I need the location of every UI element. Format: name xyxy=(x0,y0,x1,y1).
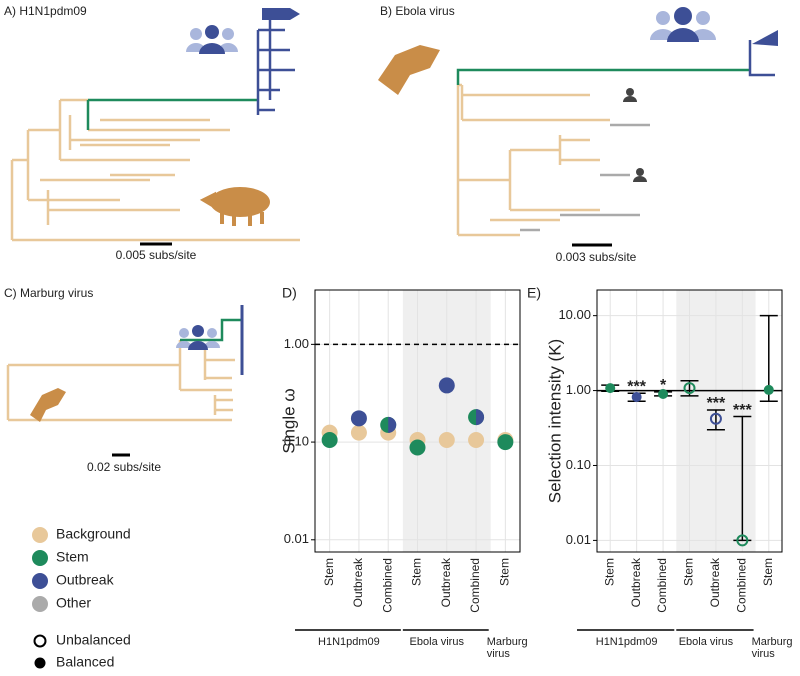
host-icons-c xyxy=(30,325,220,422)
x-tick-label: Outbreak xyxy=(439,557,453,607)
point xyxy=(605,383,616,394)
dot xyxy=(409,439,426,456)
x-tick-label: Outbreak xyxy=(629,557,643,607)
point xyxy=(763,384,774,395)
panel-title: A) H1N1pdm09 xyxy=(4,4,87,18)
significance-label: *** xyxy=(707,395,726,412)
group-label: H1N1pdm09 xyxy=(595,636,658,648)
x-tick-label: Stem xyxy=(498,558,512,586)
scale-label: 0.005 subs/site xyxy=(116,248,197,262)
dot-half xyxy=(476,409,485,426)
point xyxy=(736,534,749,547)
x-tick-label: Stem xyxy=(322,558,336,586)
host-icons-a xyxy=(186,25,270,226)
x-tick-label: Outbreak xyxy=(708,557,722,607)
legend-swatch xyxy=(34,657,46,669)
dot xyxy=(468,432,485,449)
scale-label: 0.003 subs/site xyxy=(556,250,637,264)
x-tick-label: Stem xyxy=(682,558,696,586)
y-axis-label: Single ω xyxy=(279,388,298,453)
legend-label: Unbalanced xyxy=(56,632,131,648)
plot-frame xyxy=(314,289,521,553)
panel-title: C) Marburg virus xyxy=(4,286,93,300)
y-tick-label: 0.10 xyxy=(284,434,309,449)
tree-b xyxy=(456,30,778,237)
legend-swatch xyxy=(32,550,48,566)
dot-half xyxy=(388,416,397,433)
x-tick-label: Combined xyxy=(380,558,394,613)
y-tick-label: 0.10 xyxy=(566,457,591,472)
point xyxy=(631,392,642,403)
group-label: Ebola virus xyxy=(678,636,734,648)
panel-title: E) xyxy=(527,285,541,301)
point xyxy=(683,382,696,395)
significance-label: * xyxy=(660,377,667,394)
dot xyxy=(438,377,455,394)
y-tick-label: 10.00 xyxy=(558,307,591,322)
legend-label: Stem xyxy=(56,549,89,565)
legend-swatch xyxy=(32,573,48,589)
y-tick-label: 1.00 xyxy=(566,382,591,397)
panel-title: B) Ebola virus xyxy=(380,4,455,18)
dot xyxy=(438,432,455,449)
point xyxy=(709,412,722,425)
y-tick-label: 0.01 xyxy=(566,532,591,547)
legend-label: Balanced xyxy=(56,654,114,670)
scale-label: 0.02 subs/site xyxy=(87,460,161,474)
dot xyxy=(321,432,338,449)
x-tick-label: Stem xyxy=(602,558,616,586)
point xyxy=(658,388,669,399)
group-label: Marburg virus xyxy=(486,636,528,660)
dot xyxy=(350,410,367,427)
dot xyxy=(350,424,367,441)
y-tick-label: 1.00 xyxy=(284,336,309,351)
significance-label: *** xyxy=(627,378,646,395)
group-label: H1N1pdm09 xyxy=(318,636,380,648)
dot xyxy=(497,434,514,451)
x-tick-label: Outbreak xyxy=(351,557,365,607)
y-tick-label: 0.01 xyxy=(284,531,309,546)
x-tick-label: Combined xyxy=(655,558,669,613)
y-axis-label: Selection intensity (K) xyxy=(545,339,564,503)
group-label: Ebola virus xyxy=(409,636,464,648)
legend-label: Outbreak xyxy=(56,572,115,588)
tree-c xyxy=(6,305,244,422)
significance-label: *** xyxy=(733,402,752,419)
legend-swatch xyxy=(33,634,47,648)
plot-frame xyxy=(596,289,783,553)
x-tick-label: Combined xyxy=(735,558,749,613)
legend-label: Other xyxy=(56,595,91,611)
panel-title: D) xyxy=(282,285,297,301)
tree-a xyxy=(10,8,300,242)
legend-swatch xyxy=(32,596,48,612)
legend-swatch xyxy=(32,527,48,543)
group-label: Marburg virus xyxy=(751,636,793,660)
x-tick-label: Stem xyxy=(410,558,424,586)
host-icons-b xyxy=(378,7,716,182)
x-tick-label: Combined xyxy=(468,558,482,613)
x-tick-label: Stem xyxy=(761,558,775,586)
legend-label: Background xyxy=(56,526,131,542)
